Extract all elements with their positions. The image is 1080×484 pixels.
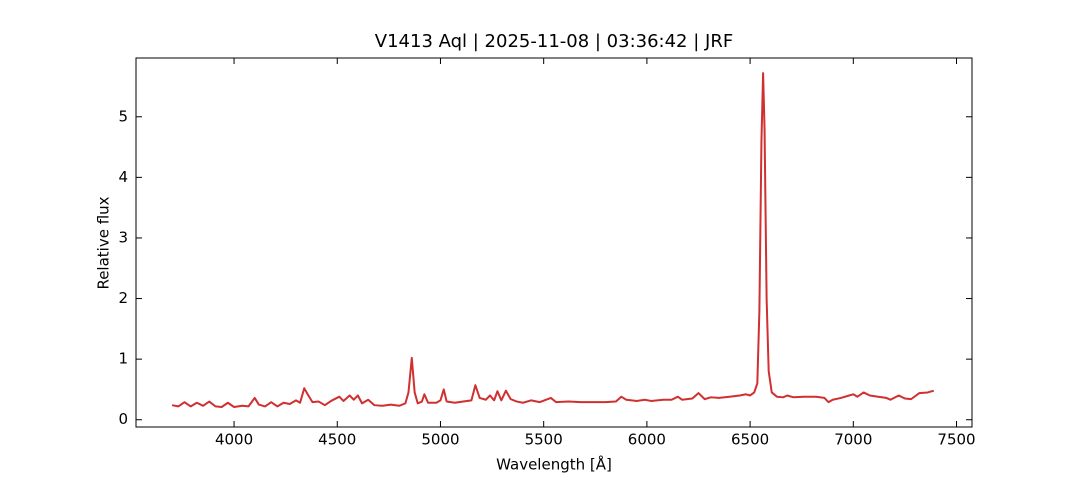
y-tick-label: 4 [118, 168, 128, 186]
y-tick-label: 3 [118, 228, 128, 246]
x-tick-label: 4500 [318, 431, 356, 449]
spectrum-line [171, 72, 935, 408]
x-tick-label: 6000 [628, 431, 666, 449]
y-tick-label: 0 [118, 410, 128, 428]
x-tick-label: 6500 [731, 431, 769, 449]
y-tick-label: 5 [118, 107, 128, 125]
x-axis-label: Wavelength [Å] [496, 455, 612, 474]
x-tick-label: 7000 [834, 431, 872, 449]
y-tick-label: 2 [118, 289, 128, 307]
x-tick-label: 5500 [525, 431, 563, 449]
chart-title: V1413 Aql | 2025-11-08 | 03:36:42 | JRF [375, 31, 733, 52]
plot-frame [135, 57, 973, 428]
x-tick-label: 4000 [215, 431, 253, 449]
y-axis-label: Relative flux [95, 196, 113, 289]
x-tick-label: 7500 [937, 431, 975, 449]
y-tick-label: 1 [118, 350, 128, 368]
x-tick-label: 5000 [421, 431, 459, 449]
